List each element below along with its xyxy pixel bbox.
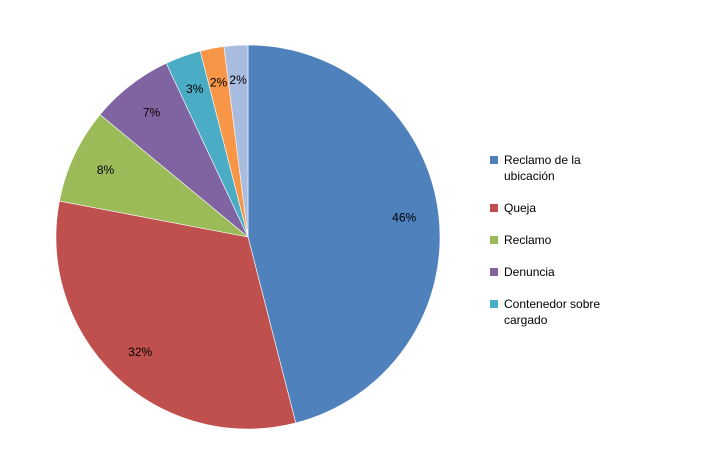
pie-slice-2 [59, 114, 249, 238]
pie-slice-0 [247, 44, 441, 424]
legend-label-4: Contenedor sobre cargado [504, 297, 601, 327]
legend-label-1: Queja [504, 201, 537, 215]
legend: Reclamo de la ubicación Queja Reclamo Denun… [490, 152, 690, 344]
legend-swatch-1 [490, 204, 498, 212]
data-label-6: 2% [229, 73, 247, 87]
data-label-5: 2% [210, 75, 228, 89]
legend-swatch-0 [490, 156, 498, 164]
data-label-3: 7% [143, 106, 161, 120]
data-label-0: 46% [392, 210, 416, 224]
pie-slices [55, 44, 441, 430]
legend-swatch-3 [490, 268, 498, 276]
legend-item-2: Reclamo [490, 232, 690, 248]
pie-slice-6 [223, 44, 249, 238]
legend-item-3: Denuncia [490, 264, 690, 280]
legend-label-0: Reclamo de la ubicación [504, 153, 581, 183]
legend-label-3: Denuncia [504, 265, 555, 279]
legend-item-1: Queja [490, 200, 690, 216]
pie-slice-1 [55, 200, 297, 430]
legend-label-2: Reclamo [504, 233, 552, 247]
data-label-1: 32% [128, 345, 152, 359]
data-label-4: 3% [186, 82, 204, 96]
legend-swatch-2 [490, 236, 498, 244]
data-label-2: 8% [97, 163, 115, 177]
legend-swatch-4 [490, 300, 498, 308]
pie-data-labels: 46% 32% 8% 7% 3% 2% 2% [97, 73, 417, 359]
legend-item-0: Reclamo de la ubicación [490, 152, 690, 184]
legend-item-4: Contenedor sobre cargado [490, 296, 690, 328]
